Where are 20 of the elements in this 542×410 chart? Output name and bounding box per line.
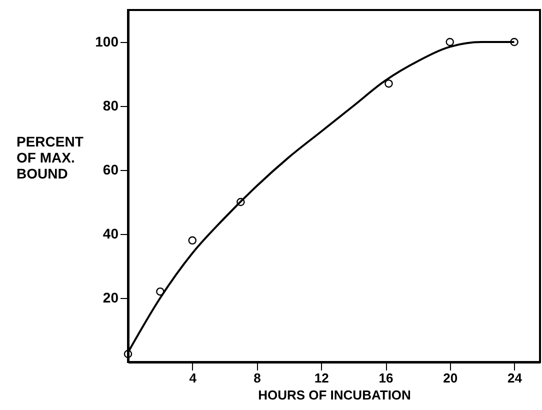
x-tick-label: 24 bbox=[508, 370, 523, 386]
point bbox=[124, 350, 132, 358]
x-tick-label: 12 bbox=[314, 370, 329, 386]
y-axis-title: PERCENT OF MAX. BOUND bbox=[16, 134, 84, 182]
x-tick-label: 8 bbox=[254, 370, 261, 386]
point bbox=[384, 79, 393, 88]
point bbox=[156, 287, 164, 296]
y-tick-label: 60 bbox=[102, 162, 119, 178]
point bbox=[236, 198, 245, 206]
y-tick-label: 100 bbox=[95, 34, 119, 50]
point bbox=[510, 38, 518, 46]
x-tick-label: 16 bbox=[378, 370, 394, 386]
y-tick-label: 80 bbox=[102, 98, 119, 114]
y-tick-label: 40 bbox=[102, 226, 119, 242]
x-tick-label: 20 bbox=[443, 370, 458, 386]
point bbox=[188, 236, 197, 245]
point bbox=[446, 38, 454, 46]
x-axis-title: HOURS OF INCUBATION bbox=[258, 388, 411, 402]
y-tick-label: 20 bbox=[102, 290, 119, 306]
x-tick-label: 4 bbox=[189, 370, 198, 386]
